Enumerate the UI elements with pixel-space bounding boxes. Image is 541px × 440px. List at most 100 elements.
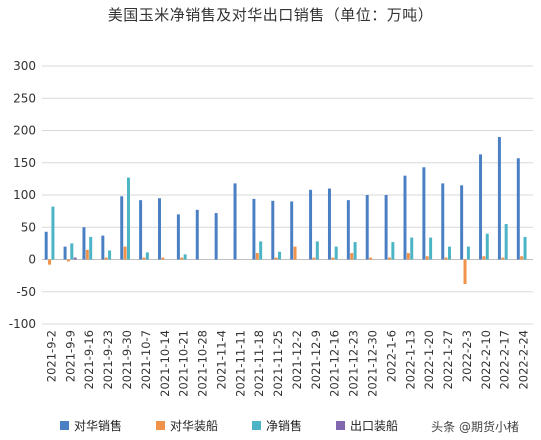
bar-s3-3 [89, 236, 93, 260]
bar-s1-1 [44, 231, 48, 260]
bar-s1-19 [384, 195, 388, 260]
bar-s3-17 [353, 242, 357, 260]
legend-swatch-1 [60, 420, 69, 430]
x-tick-label-10: 2021-11-4 [214, 330, 228, 390]
bar-s1-6 [139, 200, 143, 260]
legend-label-1: 对华销售 [74, 418, 123, 433]
bar-s2-18 [369, 257, 373, 260]
bar-s3-13 [278, 251, 282, 260]
bar-s1-22 [441, 183, 445, 260]
bar-s2-17 [350, 253, 354, 260]
bar-s2-15 [312, 257, 316, 260]
x-tick-label-9: 2021-10-28 [196, 330, 210, 397]
bar-s2-25 [501, 257, 505, 260]
chart-title: 美国玉米净销售及对华出口销售（单位：万吨） [107, 6, 434, 24]
x-tick-label-5: 2021-9-30 [120, 330, 134, 390]
bar-s1-9 [195, 209, 199, 260]
bar-s1-4 [101, 235, 105, 260]
legend-swatch-2 [156, 420, 166, 430]
bar-s3-6 [145, 252, 149, 260]
bar-s3-21 [429, 237, 433, 260]
x-tick-label-25: 2022-2-17 [498, 330, 512, 390]
bar-s3-8 [183, 254, 187, 260]
bar-s2-19 [387, 257, 391, 260]
bar-s3-1 [51, 206, 55, 260]
bar-s3-16 [334, 246, 338, 260]
bar-s1-8 [176, 214, 180, 260]
x-tick-label-4: 2021-9-23 [101, 330, 115, 390]
x-tick-label-17: 2021-12-23 [347, 330, 361, 397]
bar-s1-13 [271, 200, 275, 260]
bar-s1-3 [82, 227, 86, 260]
bar-s1-15 [309, 189, 313, 260]
y-tick-label-3: 50 [21, 220, 36, 234]
x-tick-label-7: 2021-10-14 [158, 330, 172, 397]
y-tick-label-0: -100 [9, 317, 36, 331]
legend-item-1: 对华销售 [60, 414, 122, 436]
bar-s3-25 [504, 224, 508, 260]
y-tick-label-2: 0 [28, 253, 36, 267]
bar-s3-15 [315, 241, 319, 260]
bar-s1-17 [346, 200, 350, 260]
bar-s1-14 [290, 201, 294, 260]
y-tick-label-1: -50 [16, 285, 36, 299]
bar-s3-23 [466, 246, 470, 260]
legend-label-2: 对华装船 [170, 418, 219, 433]
legend-item-3: 净销售 [252, 414, 302, 436]
bar-s2-4 [104, 257, 108, 260]
bar-s1-11 [233, 183, 237, 260]
x-tick-label-18: 2021-12-30 [365, 330, 379, 397]
bar-s3-2 [70, 243, 74, 260]
bar-s2-2 [66, 259, 70, 262]
bar-s1-16 [327, 188, 331, 260]
bar-s3-20 [410, 237, 414, 260]
x-tick-label-15: 2021-12-9 [309, 330, 323, 390]
bar-s1-18 [365, 195, 369, 260]
y-tick-label-7: 250 [13, 91, 36, 105]
x-tick-label-2: 2021-9-9 [63, 330, 77, 382]
x-tick-label-26: 2022-2-24 [517, 330, 531, 390]
bar-s3-5 [126, 177, 130, 260]
y-tick-label-5: 150 [13, 156, 36, 170]
bar-s1-2 [63, 246, 67, 260]
bar-s2-16 [331, 257, 335, 260]
bar-s2-3 [85, 249, 89, 260]
bar-s3-4 [108, 250, 112, 260]
bar-s2-26 [520, 256, 524, 260]
bar-s1-12 [252, 198, 256, 260]
x-tick-label-16: 2021-12-16 [328, 330, 342, 397]
bar-s1-25 [497, 136, 501, 260]
bar-s2-21 [425, 256, 429, 260]
bar-s1-23 [460, 185, 464, 260]
x-tick-label-8: 2021-10-21 [177, 330, 191, 397]
x-tick-label-23: 2022-2-3 [460, 330, 474, 382]
bar-s1-26 [516, 158, 520, 260]
bar-s2-22 [444, 257, 448, 260]
bar-s2-7 [161, 257, 165, 260]
x-tick-label-19: 2022-1-6 [384, 330, 398, 382]
x-tick-label-22: 2022-1-27 [441, 330, 455, 390]
x-tick-label-24: 2022-2-10 [479, 330, 493, 390]
x-tick-label-3: 2021-9-16 [82, 330, 96, 390]
bar-s1-21 [422, 167, 426, 260]
bar-s1-10 [214, 213, 218, 260]
bar-s2-8 [180, 257, 184, 260]
bar-s1-20 [403, 175, 407, 260]
legend-swatch-3 [252, 420, 262, 430]
x-tick-label-11: 2021-11-11 [233, 330, 247, 397]
bar-chart: -100 -50 0 50 100 150 200 250 300 2021-9-2 2021-9-… [9, 59, 533, 397]
legend-label-4: 出口装船 [350, 418, 399, 433]
bar-s3-26 [523, 236, 527, 260]
x-tick-label-21: 2022-1-20 [422, 330, 436, 390]
watermark: 头条 @期货小楮 [431, 418, 519, 435]
legend-swatch-4 [336, 420, 346, 430]
x-tick-label-6: 2021-10-7 [139, 330, 153, 390]
bar-s2-14 [293, 246, 297, 260]
x-tick-label-12: 2021-11-18 [252, 330, 266, 397]
bar-s2-24 [482, 256, 486, 260]
bar-s1-24 [479, 154, 483, 260]
legend-item-4: 出口装船 [336, 414, 398, 436]
y-tick-label-4: 100 [13, 188, 36, 202]
legend-item-2: 对华装船 [156, 414, 218, 436]
